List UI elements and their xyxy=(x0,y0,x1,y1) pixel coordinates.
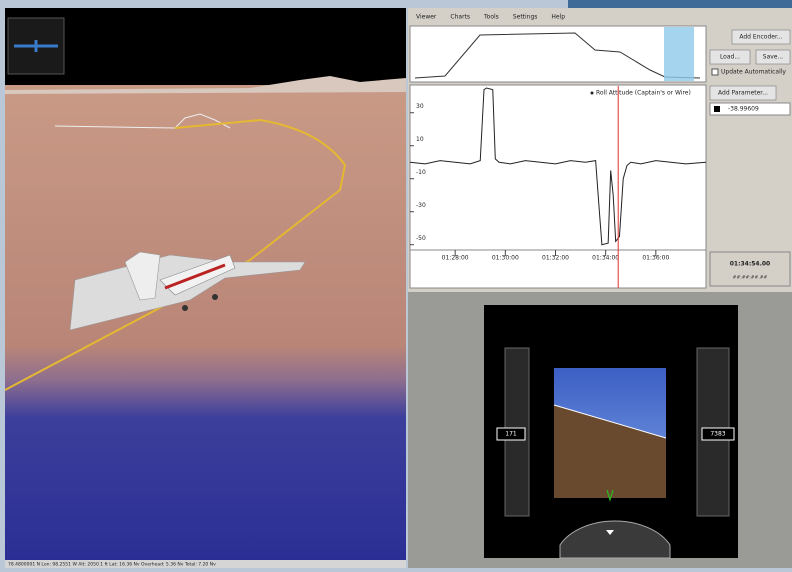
roll-chart xyxy=(409,84,707,251)
y-tick-label: -30 xyxy=(416,202,426,209)
overview-chart xyxy=(409,25,707,83)
x-tick-label: 01:28:00 xyxy=(442,255,469,262)
add-encoder-button[interactable] xyxy=(731,29,791,45)
overview-selection xyxy=(664,27,694,81)
x-tick-label: 01:36:00 xyxy=(642,255,669,262)
menu-item[interactable]: Help xyxy=(551,14,565,21)
y-tick-label: 10 xyxy=(416,136,424,143)
y-tick-label: -50 xyxy=(416,235,426,242)
button-label: Load... xyxy=(720,54,740,61)
controls: Add Encoder... Load... Save... Update Au… xyxy=(709,29,791,287)
speed-readout: 171 xyxy=(505,431,517,438)
checkbox[interactable] xyxy=(711,68,719,76)
menu-item[interactable]: Charts xyxy=(450,14,470,21)
parameter-value: -38.99609 xyxy=(728,106,759,113)
add-parameter-button[interactable] xyxy=(709,85,777,101)
y-tick-label: -10 xyxy=(416,169,426,176)
top-bar xyxy=(568,0,792,8)
button-label: Save... xyxy=(763,54,784,61)
chart-layer: 30 10 -10 -30 -50 01:28:00 01:30:00 01:32:00 01:… xyxy=(409,86,707,288)
altitude-readout: 7383 xyxy=(710,431,725,438)
menu-item[interactable]: Tools xyxy=(483,14,499,21)
pfd: 171 7383 xyxy=(484,305,738,559)
x-tick-label: 01:32:00 xyxy=(542,255,569,262)
parameter-swatch xyxy=(714,106,720,112)
x-tick-label: 01:34:00 xyxy=(592,255,619,262)
parameter-row xyxy=(709,102,791,116)
menu-item[interactable]: Settings xyxy=(513,14,538,21)
status-bar xyxy=(5,560,406,568)
legend-marker xyxy=(590,91,594,95)
legend-label: Roll Attitude (Captain's or Wire) xyxy=(596,90,691,97)
menu-bar: Viewer Charts Tools Settings Help xyxy=(416,14,565,21)
status-text: 78.4800001 N Lon: 98.2551 W Alt: 2050.1 … xyxy=(8,562,216,568)
time-readout xyxy=(709,251,791,287)
y-tick-label: 30 xyxy=(416,103,424,110)
save-button[interactable] xyxy=(755,49,791,65)
menu-item[interactable]: Viewer xyxy=(416,14,437,21)
button-label: Add Parameter... xyxy=(718,90,768,97)
3d-view xyxy=(4,8,406,560)
series-line xyxy=(409,87,707,246)
overview-line xyxy=(414,32,701,79)
checkbox-label: Update Automatically xyxy=(721,69,786,76)
button-label: Add Encoder... xyxy=(739,34,782,41)
time-value: 01:34:54.00 xyxy=(730,261,770,268)
load-button[interactable] xyxy=(709,49,751,65)
time-sub: ##:##:##.## xyxy=(733,275,768,281)
x-tick-label: 01:30:00 xyxy=(492,255,519,262)
x-axis-panel xyxy=(409,249,707,289)
